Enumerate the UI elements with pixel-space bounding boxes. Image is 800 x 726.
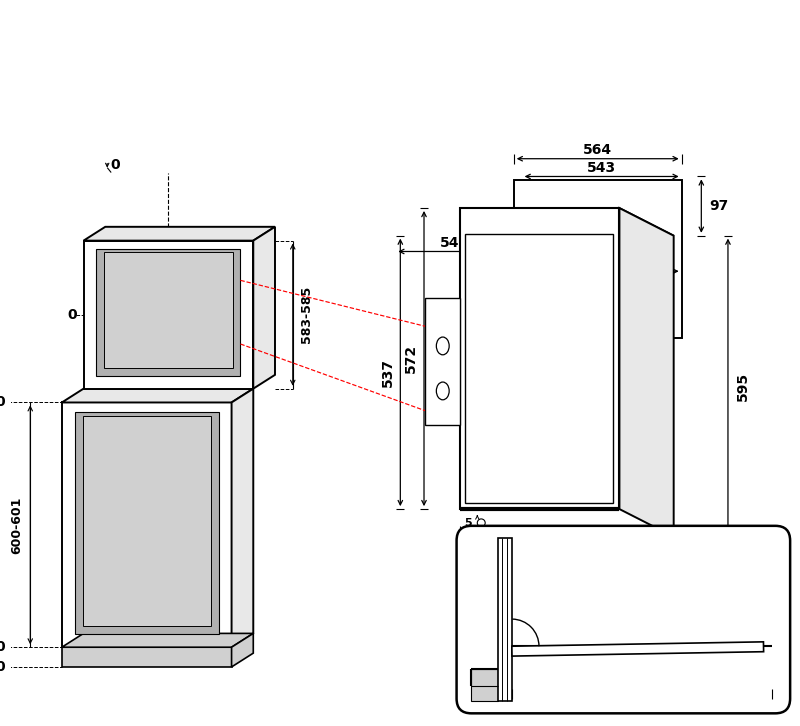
Text: 543: 543 xyxy=(587,160,616,174)
Text: 20: 20 xyxy=(482,552,498,565)
Text: 0: 0 xyxy=(0,660,6,674)
Text: 560-568: 560-568 xyxy=(118,584,175,597)
Text: 564: 564 xyxy=(583,143,612,157)
Text: 560 -568: 560 -568 xyxy=(138,344,199,357)
Polygon shape xyxy=(459,208,674,236)
Text: 0: 0 xyxy=(639,651,646,661)
Polygon shape xyxy=(466,234,614,503)
Text: 546: 546 xyxy=(440,236,469,250)
Polygon shape xyxy=(254,227,275,388)
Text: 600-601: 600-601 xyxy=(10,496,23,553)
Text: 550: 550 xyxy=(151,288,186,306)
Polygon shape xyxy=(62,402,231,647)
Text: 89°: 89° xyxy=(536,611,562,626)
Text: 18: 18 xyxy=(493,213,509,223)
Text: 595: 595 xyxy=(525,534,554,547)
Text: 0: 0 xyxy=(110,158,120,171)
Ellipse shape xyxy=(436,382,449,400)
Polygon shape xyxy=(512,642,764,656)
Polygon shape xyxy=(231,633,254,667)
Polygon shape xyxy=(231,388,254,647)
Text: 5: 5 xyxy=(465,518,472,528)
Polygon shape xyxy=(471,669,498,701)
Polygon shape xyxy=(425,298,459,425)
Polygon shape xyxy=(498,538,512,701)
Polygon shape xyxy=(514,181,682,338)
Polygon shape xyxy=(83,240,254,388)
Text: 0: 0 xyxy=(0,640,6,654)
Text: 550: 550 xyxy=(130,488,164,506)
Polygon shape xyxy=(62,647,231,667)
Text: 0: 0 xyxy=(67,308,77,322)
Text: 537: 537 xyxy=(381,358,394,387)
FancyBboxPatch shape xyxy=(457,526,790,714)
Text: 595: 595 xyxy=(736,372,750,401)
Ellipse shape xyxy=(436,337,449,355)
Text: 97: 97 xyxy=(710,199,729,213)
Text: 572: 572 xyxy=(404,344,418,373)
Polygon shape xyxy=(459,208,619,509)
Text: 583-585: 583-585 xyxy=(300,286,313,343)
Polygon shape xyxy=(62,388,254,402)
Polygon shape xyxy=(62,633,254,647)
Polygon shape xyxy=(83,227,275,240)
Polygon shape xyxy=(96,248,241,376)
Text: 345: 345 xyxy=(583,256,612,269)
Text: 458: 458 xyxy=(623,610,652,624)
Polygon shape xyxy=(74,412,218,635)
Polygon shape xyxy=(104,253,233,368)
Text: 10: 10 xyxy=(633,696,652,711)
Circle shape xyxy=(478,519,485,527)
Text: 0: 0 xyxy=(0,396,6,409)
Polygon shape xyxy=(82,416,211,627)
Polygon shape xyxy=(619,208,674,537)
